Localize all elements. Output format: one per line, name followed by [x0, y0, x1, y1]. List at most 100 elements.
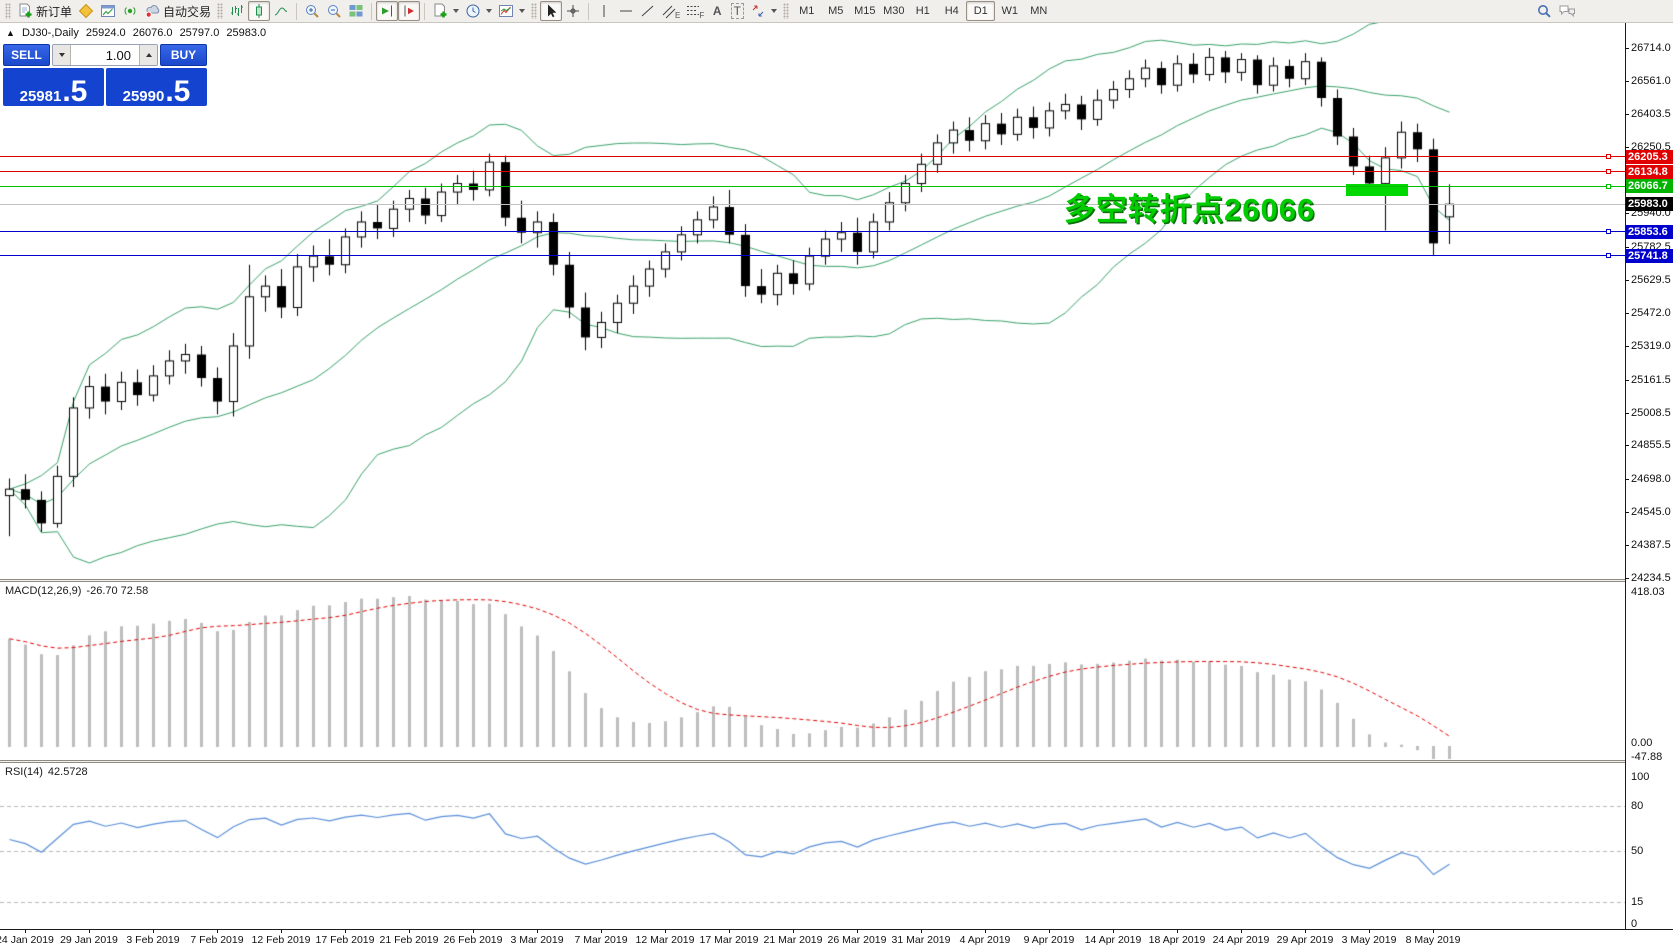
- chat-button[interactable]: [1555, 1, 1579, 21]
- line-handle[interactable]: [1606, 229, 1611, 235]
- equidistant-channel-tool-button[interactable]: E: [659, 1, 683, 21]
- vertical-line-tool-button[interactable]: [593, 1, 615, 21]
- timeframe-h4-button[interactable]: H4: [944, 5, 959, 17]
- open-value: 25924.0: [85, 27, 126, 39]
- bar-chart-button[interactable]: [226, 1, 248, 21]
- periods-button[interactable]: [462, 1, 495, 21]
- price-tick-label: 26403.5: [1625, 108, 1671, 121]
- price-tick-label: 24855.5: [1625, 439, 1671, 452]
- time-tick-label: 9 Apr 2019: [1023, 934, 1075, 946]
- volume-decrease-button[interactable]: [53, 45, 71, 65]
- toolbar-grip[interactable]: [783, 3, 790, 19]
- timeframe-m5-button[interactable]: M5: [828, 5, 844, 17]
- cursor-button[interactable]: [540, 1, 563, 21]
- time-tick-label: 17 Feb 2019: [315, 934, 375, 946]
- templates-button[interactable]: [495, 1, 528, 21]
- pane-splitter[interactable]: [0, 760, 1673, 763]
- toolbar-grip[interactable]: [5, 3, 11, 19]
- horizontal-price-line[interactable]: [0, 169, 1625, 175]
- symbol-period-label: DJ30-,Daily: [21, 27, 79, 39]
- high-value: 26076.0: [132, 27, 173, 39]
- buy-price-display[interactable]: 25990.5: [106, 68, 207, 107]
- chevron-down-icon: [519, 9, 526, 13]
- timeframe-m15-button[interactable]: M15: [854, 5, 876, 17]
- sell-price-frac: .5: [62, 75, 88, 108]
- timeframe-h1-button[interactable]: H1: [915, 5, 930, 17]
- triangle-down-icon: [58, 53, 65, 57]
- horizontal-price-line[interactable]: [0, 253, 1625, 259]
- zoom-in-button[interactable]: [301, 1, 323, 21]
- current-price-line[interactable]: [0, 203, 1625, 205]
- trendline-tool-button[interactable]: [637, 1, 659, 21]
- arrows-icon: [750, 3, 766, 19]
- auto-scroll-icon: [379, 3, 395, 19]
- time-tick-label: 26 Mar 2019: [827, 934, 887, 946]
- chart-annotation-text[interactable]: 多空转折点26066: [1064, 192, 1316, 227]
- line-handle[interactable]: [1606, 154, 1611, 160]
- buy-button[interactable]: BUY: [160, 44, 207, 66]
- line-handle[interactable]: [1606, 253, 1611, 259]
- toolbar-grip[interactable]: [531, 3, 538, 19]
- price-tick-label: 24387.5: [1625, 539, 1671, 552]
- macd-pane-canvas[interactable]: [0, 582, 1625, 760]
- chart-shift-button[interactable]: [398, 1, 421, 21]
- fibonacci-tool-button[interactable]: F: [683, 1, 707, 21]
- candlestick-chart-button[interactable]: [248, 1, 271, 21]
- auto-scroll-button[interactable]: [376, 1, 399, 21]
- toolbar-grip[interactable]: [217, 3, 224, 19]
- new-order-button[interactable]: 新订单: [14, 1, 75, 21]
- line-handle[interactable]: [1606, 183, 1611, 189]
- auto-trading-button[interactable]: 自动交易: [141, 1, 214, 21]
- trade-panel-collapse-icon[interactable]: ▲: [6, 28, 15, 38]
- tile-windows-icon: [348, 3, 364, 19]
- horizontal-price-line[interactable]: [0, 154, 1625, 160]
- horizontal-price-line[interactable]: [0, 183, 1625, 189]
- price-chart-canvas[interactable]: [0, 23, 1625, 579]
- tile-windows-button[interactable]: [345, 1, 367, 21]
- horizontal-price-line[interactable]: [0, 229, 1625, 235]
- line-chart-button[interactable]: [270, 1, 292, 21]
- close-value: 25983.0: [226, 27, 267, 39]
- price-axis[interactable]: 26714.0 26561.0 26403.5 26250.5 25940.0 25782…: [1625, 23, 1673, 930]
- crosshair-button[interactable]: [562, 1, 584, 21]
- volume-increase-button[interactable]: [139, 45, 157, 65]
- text-tool-icon: A: [712, 4, 722, 18]
- time-tick-label: 24 Jan 2019: [0, 934, 54, 946]
- arrows-tool-button[interactable]: [747, 1, 780, 21]
- timeframe-toolbar: M1 M5 M15 M30 H1 H4 D1 W1 MN: [792, 1, 1053, 21]
- volume-stepper: 1.00: [52, 44, 158, 66]
- timeframe-w1-button[interactable]: W1: [1001, 5, 1019, 17]
- metaeditor-button[interactable]: [75, 1, 97, 21]
- signals-button[interactable]: [119, 1, 141, 21]
- timeframe-m30-button[interactable]: M30: [883, 5, 905, 17]
- rsi-pane-canvas[interactable]: [0, 763, 1625, 929]
- horizontal-line-tool-button[interactable]: [615, 1, 637, 21]
- sell-button[interactable]: SELL: [3, 44, 50, 66]
- text-label-tool-button[interactable]: T: [727, 1, 747, 21]
- line-handle[interactable]: [1606, 169, 1611, 175]
- time-tick-label: 3 Mar 2019: [510, 934, 564, 946]
- sell-price-display[interactable]: 25981.5: [3, 68, 104, 108]
- volume-input[interactable]: 1.00: [105, 47, 131, 63]
- time-axis[interactable]: 24 Jan 2019 29 Jan 2019 3 Feb 2019 7 Feb 20…: [0, 929, 1673, 948]
- time-tick-label: 14 Apr 2019: [1084, 934, 1142, 946]
- macd-indicator-label: MACD(12,26,9) -26.70 72.58: [5, 585, 149, 597]
- pane-splitter[interactable]: [0, 579, 1673, 582]
- time-tick: [601, 930, 602, 933]
- search-button[interactable]: [1533, 1, 1555, 21]
- time-tick: [345, 930, 346, 933]
- timeframe-m1-button[interactable]: M1: [799, 5, 815, 17]
- timeframe-d1-button[interactable]: D1: [966, 1, 996, 21]
- text-tool-button[interactable]: A: [707, 1, 727, 21]
- zoom-out-button[interactable]: [323, 1, 345, 21]
- channel-tool-letter: E: [675, 10, 681, 20]
- price-level-badge: 26134.8: [1626, 164, 1673, 179]
- buy-price-main: 25990: [122, 88, 165, 105]
- time-tick-label: 31 Mar 2019: [891, 934, 951, 946]
- time-tick: [1241, 930, 1242, 933]
- chart-window: 多空转折点26066 ▲ DJ30-,Daily 25924.0 26076.0…: [0, 23, 1673, 948]
- timeframe-mn-button[interactable]: MN: [1030, 5, 1048, 17]
- new-chart-button[interactable]: [97, 1, 119, 21]
- indicators-button[interactable]: [429, 1, 462, 21]
- toolbar-separator: [424, 2, 426, 20]
